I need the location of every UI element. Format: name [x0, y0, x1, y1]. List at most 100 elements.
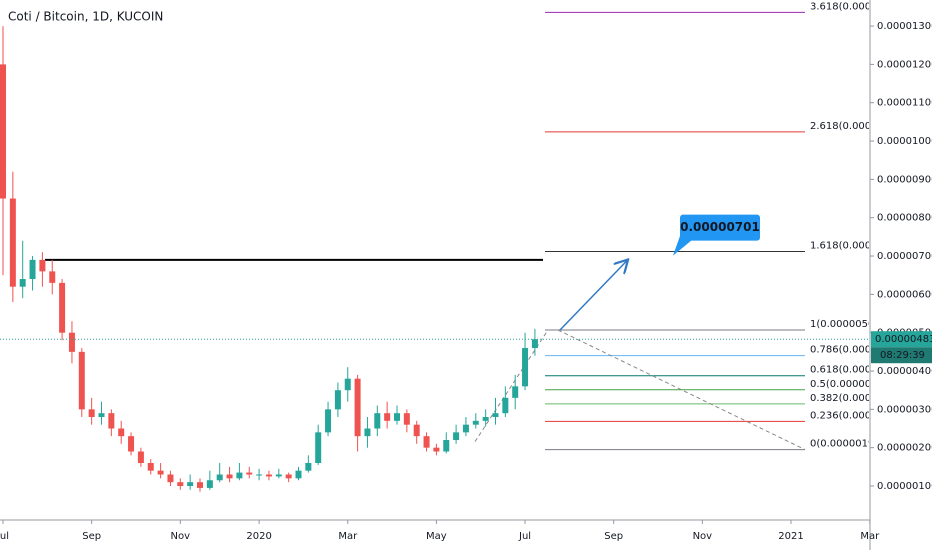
- y-tick-label: 0.00001300: [877, 21, 932, 32]
- candle-body: [315, 432, 322, 464]
- candle-body: [236, 472, 243, 479]
- x-tick-label: 2020: [246, 531, 271, 542]
- y-tick-label: 0.00000300: [877, 404, 932, 415]
- x-tick-label: 2021: [778, 531, 803, 542]
- plot-area: 3.618(0.000013 2.618(0.000010 1.618(0.0000…: [0, 1, 890, 492]
- candle-body: [334, 390, 341, 410]
- candle-body: [9, 198, 16, 287]
- current-price-box: [871, 331, 932, 348]
- candle-body: [384, 413, 391, 421]
- candle-body: [413, 424, 420, 437]
- candle-body: [177, 482, 184, 487]
- target-arrow: [559, 261, 627, 331]
- candle-body: [305, 463, 312, 471]
- candle-body: [482, 417, 489, 421]
- candle-body: [403, 413, 410, 425]
- candle-body: [137, 451, 144, 464]
- fib-label: 0.236(0.00000: [810, 410, 884, 421]
- candle-body: [256, 474, 263, 476]
- candle-body: [433, 447, 440, 452]
- callout-pointer: [673, 236, 692, 256]
- candle-body: [68, 332, 75, 352]
- y-tick-label: 0.00001200: [877, 59, 932, 70]
- callout-box: [680, 214, 760, 241]
- fib-label: 0.786(0.00000: [810, 345, 884, 356]
- candle-body: [206, 480, 213, 488]
- y-tick-label: 0.00000400: [877, 366, 932, 377]
- x-tick-label: Mar: [860, 531, 880, 542]
- candle-body: [275, 474, 282, 477]
- x-tick-label: Jul: [518, 531, 531, 542]
- candle-body: [265, 474, 272, 477]
- fib-label: 3.618(0.000013: [810, 1, 890, 12]
- candle-body: [354, 378, 361, 437]
- countdown-box: [871, 347, 932, 364]
- candle-body: [39, 259, 46, 272]
- candle-body: [344, 378, 351, 391]
- x-tick-label: Mar: [338, 531, 358, 542]
- projection-line: [474, 329, 549, 442]
- x-tick-label: Sep: [604, 531, 623, 542]
- candle-body: [502, 397, 509, 414]
- candle-body: [462, 424, 469, 433]
- fib-label: 0.618(0.00000: [810, 365, 884, 376]
- candle-body: [197, 482, 203, 488]
- candle-body: [108, 413, 115, 429]
- candle-body: [216, 474, 223, 481]
- x-tick-label: Jul: [0, 531, 9, 542]
- x-tick-label: Nov: [693, 531, 713, 542]
- axes: 0.00000100 0.00000200 0.00000300 0.00000400…: [0, 21, 932, 542]
- candle-body: [522, 348, 529, 387]
- candle-body: [443, 440, 450, 452]
- fib-label: 0.382(0.00000: [810, 393, 884, 404]
- candle-body: [29, 259, 36, 280]
- y-tick-label: 0.00000700: [877, 251, 932, 262]
- x-tick-label: Nov: [171, 531, 191, 542]
- y-tick-label: 0.00000600: [877, 289, 932, 300]
- candle-body: [325, 409, 332, 433]
- candle-body: [512, 386, 519, 398]
- candle-body: [492, 413, 499, 418]
- candle-body: [0, 64, 6, 199]
- fib-label: 2.618(0.000010: [810, 121, 890, 132]
- x-tick-label: Sep: [82, 531, 101, 542]
- candle-body: [187, 482, 194, 487]
- y-tick-label: 0.00001100: [877, 98, 932, 109]
- candle-body: [374, 413, 381, 429]
- chart-title: Coti / Bitcoin, 1D, KUCOIN: [8, 10, 163, 24]
- callout-label: 0.00000701: [680, 220, 760, 234]
- fib-label: 1.618(0.000006: [810, 241, 890, 252]
- candle-body: [472, 420, 479, 425]
- candle-body: [49, 271, 56, 283]
- countdown-label: 08:29:39: [880, 350, 925, 361]
- fib-label: 1(0.00000507): [810, 319, 885, 330]
- y-tick-label: 0.00000100: [877, 481, 932, 492]
- fib-label: 0(0.00000195): [810, 439, 885, 450]
- candle-body: [394, 413, 400, 421]
- candle-body: [453, 432, 460, 441]
- candle-body: [59, 282, 66, 333]
- candle-body: [295, 470, 302, 479]
- current-price-label: 0.00000483: [875, 334, 932, 345]
- candle-body: [157, 470, 164, 475]
- candle-body: [423, 436, 430, 448]
- candle-body: [88, 409, 95, 418]
- projection-line: [557, 329, 806, 451]
- candle-body: [128, 436, 135, 452]
- candle-body: [19, 279, 26, 287]
- candle-body: [226, 474, 233, 479]
- candle-body: [118, 428, 125, 437]
- candle-body: [531, 339, 538, 349]
- y-tick-label: 0.00000900: [877, 174, 932, 185]
- fib-label: 0.5(0.00000351: [810, 379, 890, 390]
- candle-body: [98, 413, 105, 418]
- candle-body: [285, 474, 292, 479]
- x-tick-label: May: [426, 531, 447, 542]
- candle-body: [364, 428, 371, 437]
- y-tick-label: 0.00000800: [877, 213, 932, 224]
- candle-body: [246, 472, 253, 475]
- candle-body: [78, 351, 85, 410]
- candle-body: [147, 463, 154, 471]
